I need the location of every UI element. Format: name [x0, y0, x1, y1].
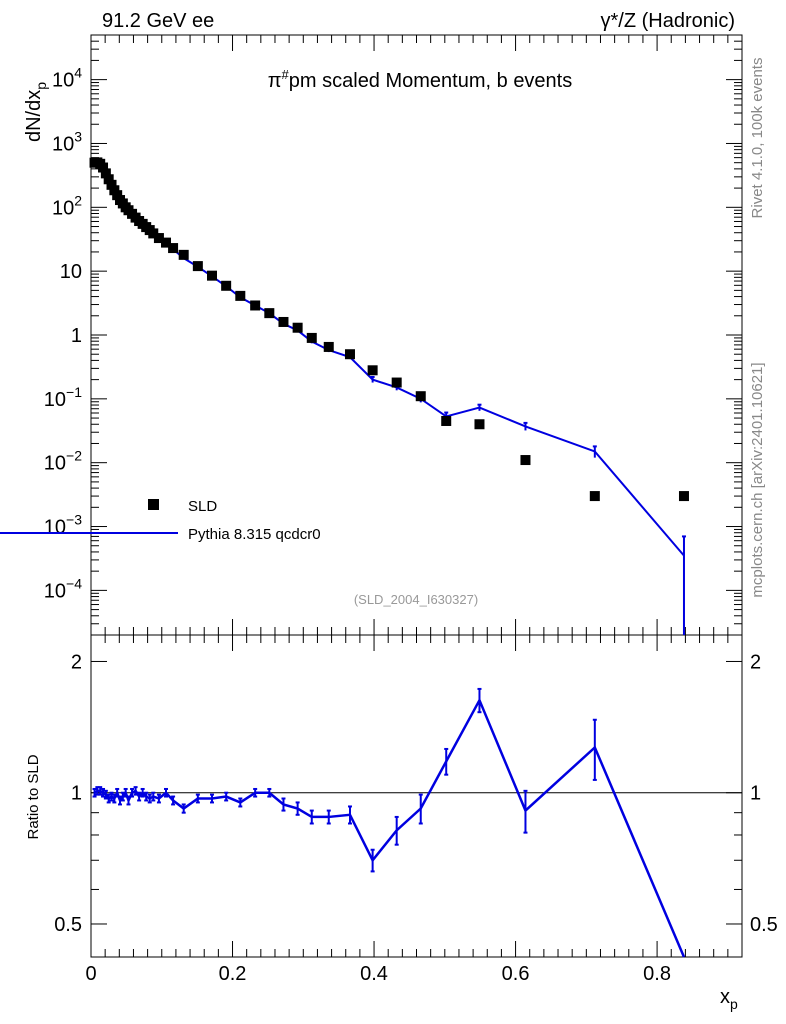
plot-title: π#pm scaled Momentum, b events — [268, 67, 573, 92]
mcplots-label: mcplots.cern.ch [arXiv:2401.10621] — [749, 362, 766, 597]
sld-point — [161, 237, 172, 248]
ratio-y-tick-label-right: 1 — [750, 783, 761, 805]
ratio-y-tick-label: 0.5 — [54, 914, 82, 936]
top-ticks: 10−4 10−3 10−2 10−1 1 10 102 103 104 — [44, 34, 743, 636]
header-right: γ*/Z (Hadronic) — [601, 10, 735, 32]
x-axis-label: xp — [720, 986, 738, 1012]
header-left: 91.2 GeV ee — [102, 10, 214, 32]
ratio-y-label: Ratio to SLD — [25, 754, 42, 839]
ratio-ticks: 0.5 0.5 1 1 2 2 0 0.2 0.4 0.6 0.8 — [54, 635, 778, 985]
y-tick-label: 104 — [52, 65, 82, 92]
sld-point — [441, 415, 452, 426]
legend-label-pythia: Pythia 8.315 qcdcr0 — [188, 526, 321, 543]
svg-text:xp: xp — [720, 986, 738, 1012]
top-panel-frame — [90, 34, 743, 636]
x-tick-label: 0 — [85, 963, 96, 985]
legend-label-sld: SLD — [188, 498, 217, 515]
x-tick-label: 0.6 — [502, 963, 530, 985]
x-tick-label: 0.2 — [219, 963, 247, 985]
sld-point — [221, 280, 232, 291]
y-axis-label: dN/dxp — [23, 82, 49, 142]
legend: SLD Pythia 8.315 qcdcr0 — [0, 498, 321, 543]
sld-point — [678, 491, 689, 502]
ratio-y-tick-label: 2 — [71, 651, 82, 673]
ratio-panel-frame — [90, 634, 743, 958]
sld-point — [250, 300, 261, 311]
sld-point — [153, 233, 164, 244]
sld-point — [106, 179, 117, 190]
sld-point — [415, 391, 426, 402]
sld-point — [207, 270, 218, 281]
sld-point — [323, 341, 334, 352]
svg-text:dN/dxp: dN/dxp — [23, 82, 49, 142]
y-tick-label: 10−1 — [44, 384, 82, 411]
ratio-data — [92, 687, 686, 958]
y-tick-label: 10−4 — [44, 575, 82, 602]
sld-point — [306, 332, 317, 343]
legend-marker-sld — [148, 499, 159, 510]
ratio-y-tick-label-right: 0.5 — [750, 914, 778, 936]
sld-point — [264, 308, 275, 319]
sld-point — [235, 290, 246, 301]
y-tick-label: 10−2 — [44, 448, 82, 475]
y-tick-label: 10 — [60, 261, 82, 283]
y-tick-label: 103 — [52, 128, 82, 155]
watermark: (SLD_2004_I630327) — [354, 592, 478, 607]
sld-point — [98, 162, 109, 173]
sld-point — [367, 365, 378, 376]
x-tick-label: 0.4 — [360, 963, 388, 985]
sld-point — [278, 316, 289, 327]
sld-point — [178, 249, 189, 260]
rivet-label: Rivet 4.1.0, 100k events — [749, 58, 766, 219]
sld-point — [292, 322, 303, 333]
sld-point — [474, 419, 485, 430]
sld-point — [103, 174, 114, 185]
sld-point — [192, 261, 203, 272]
sld-point — [391, 377, 402, 388]
sld-point — [589, 491, 600, 502]
y-tick-label: 1 — [71, 325, 82, 347]
sld-point — [148, 228, 159, 239]
top-data — [89, 157, 689, 635]
ratio-y-tick-label-right: 2 — [750, 651, 761, 673]
x-tick-label: 0.8 — [643, 963, 671, 985]
y-tick-label: 102 — [52, 192, 82, 219]
sld-point — [168, 243, 179, 254]
y-tick-label: 10−3 — [44, 512, 82, 539]
sld-point — [520, 455, 531, 466]
sld-point — [344, 349, 355, 360]
sld-point — [100, 168, 111, 179]
ratio-y-tick-label: 1 — [71, 783, 82, 805]
